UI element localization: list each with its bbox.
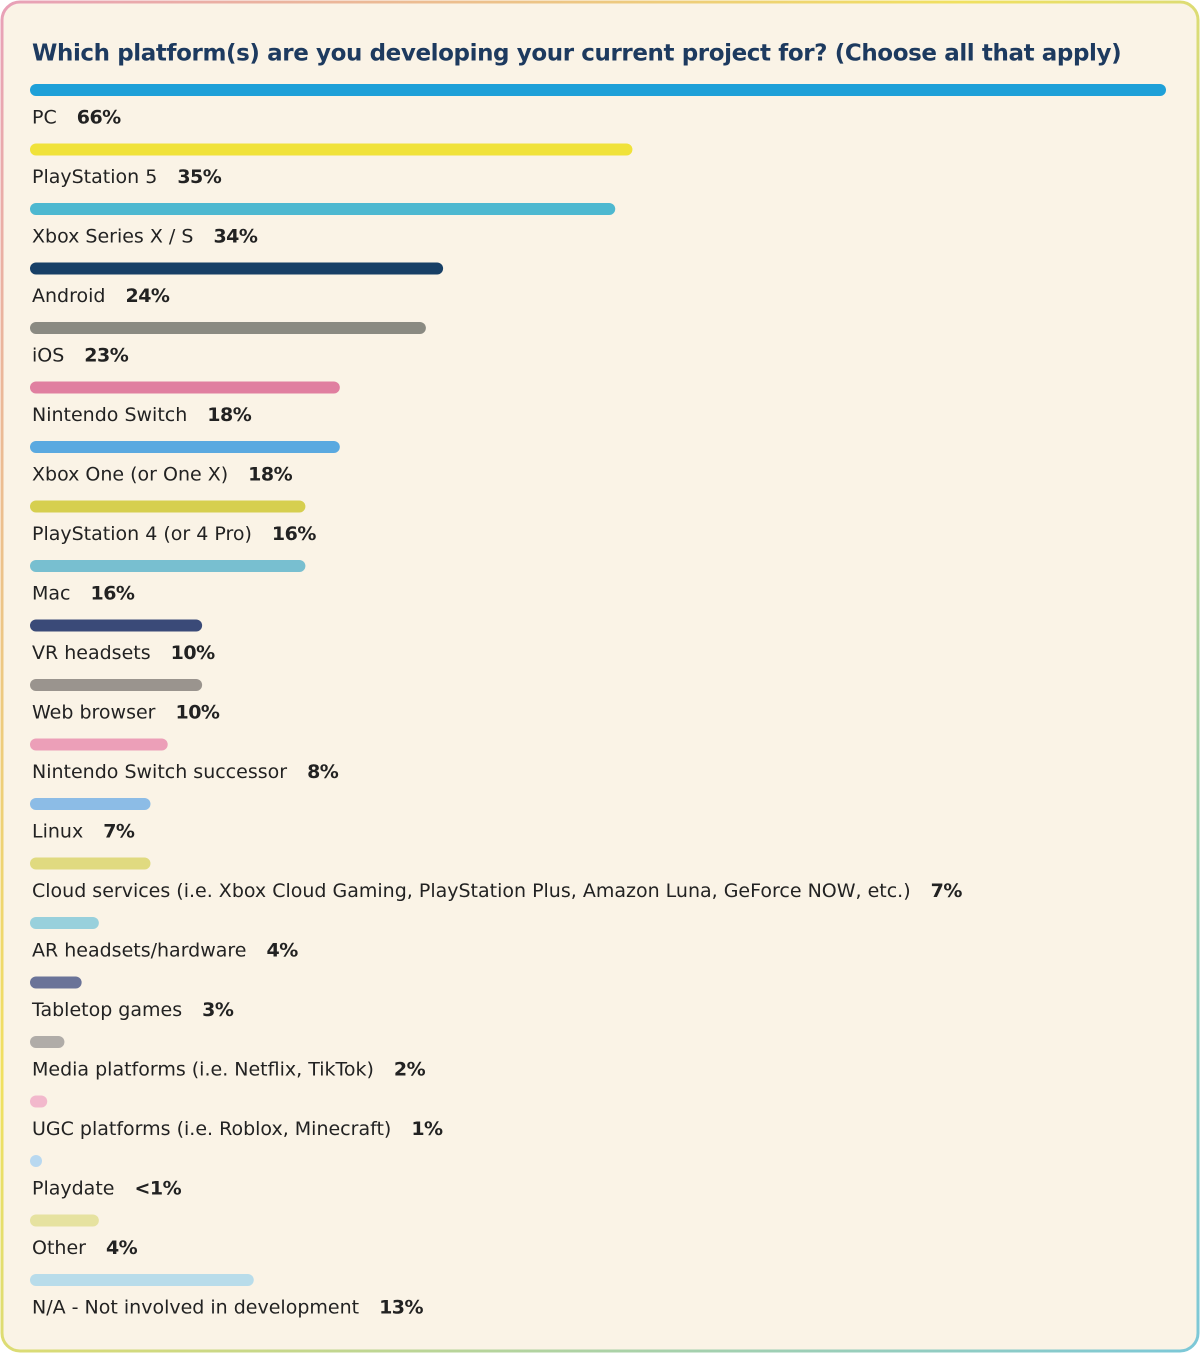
category-label: PlayStation 4 (or 4 Pro) — [32, 523, 252, 545]
bar — [30, 322, 426, 334]
bar — [30, 1155, 42, 1167]
bar — [30, 917, 99, 929]
value-label: 7% — [931, 880, 963, 902]
category-label: Mac — [32, 583, 70, 605]
value-label: 66% — [77, 107, 121, 129]
value-label: 8% — [307, 761, 339, 783]
value-label: 10% — [175, 702, 219, 724]
category-label: Nintendo Switch successor — [32, 761, 287, 783]
category-label: N/A - Not involved in development — [32, 1297, 359, 1319]
category-label: UGC platforms (i.e. Roblox, Minecraft) — [32, 1118, 391, 1140]
bar — [30, 560, 306, 572]
value-label: 13% — [379, 1297, 423, 1319]
category-label: Nintendo Switch — [32, 404, 187, 426]
bar — [30, 857, 151, 870]
value-label: 3% — [202, 999, 234, 1021]
bar — [30, 976, 82, 989]
bar — [30, 381, 340, 394]
bar — [30, 441, 340, 453]
value-label: 16% — [90, 583, 134, 605]
value-label: 16% — [272, 523, 316, 545]
category-label: Other — [32, 1237, 86, 1259]
value-label: 7% — [103, 821, 135, 843]
bar — [30, 1036, 65, 1048]
category-label: PlayStation 5 — [32, 166, 157, 188]
value-label: 2% — [394, 1059, 426, 1081]
category-label: Playdate — [32, 1178, 114, 1200]
value-label: 34% — [213, 226, 257, 248]
category-label: Xbox Series X / S — [32, 226, 193, 248]
bar — [30, 619, 203, 632]
category-label: Android — [32, 285, 105, 307]
category-label: Web browser — [32, 702, 156, 724]
value-label: 4% — [267, 940, 299, 962]
bar — [30, 1214, 99, 1227]
bar — [30, 143, 633, 156]
value-label: 18% — [248, 464, 292, 486]
chart-title: Which platform(s) are you developing you… — [32, 41, 1121, 67]
category-label: Xbox One (or One X) — [32, 464, 228, 486]
bar — [30, 1095, 48, 1108]
bar — [30, 84, 1166, 96]
value-label: 1% — [411, 1118, 443, 1140]
category-label: AR headsets/hardware — [32, 940, 247, 962]
value-label: 24% — [125, 285, 169, 307]
category-label: iOS — [32, 345, 64, 367]
category-label: VR headsets — [32, 642, 151, 664]
value-label: 35% — [177, 166, 221, 188]
value-label: 23% — [84, 345, 128, 367]
value-label: 18% — [207, 404, 251, 426]
value-label: 4% — [106, 1237, 138, 1259]
bar — [30, 679, 203, 691]
category-label: PC — [32, 107, 57, 129]
category-label: Cloud services (i.e. Xbox Cloud Gaming, … — [32, 880, 911, 902]
category-label: Linux — [32, 821, 83, 843]
category-label: Tabletop games — [31, 999, 182, 1021]
bar — [30, 500, 306, 513]
category-label: Media platforms (i.e. Netflix, TikTok) — [32, 1059, 374, 1081]
bar — [30, 262, 444, 275]
bar — [30, 1274, 254, 1286]
bar — [30, 798, 151, 810]
value-label: <1% — [134, 1178, 181, 1200]
value-label: 10% — [171, 642, 215, 664]
bar — [30, 203, 616, 215]
bar — [30, 738, 168, 751]
